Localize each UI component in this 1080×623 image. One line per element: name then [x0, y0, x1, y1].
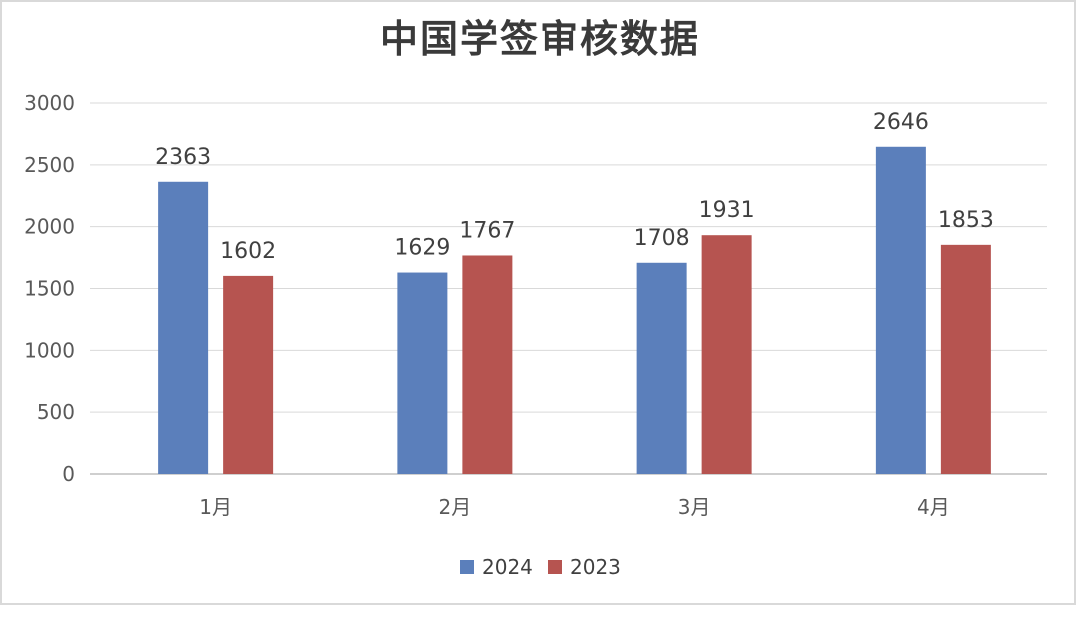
- bar-2024-2: [397, 272, 448, 474]
- bar-2023-1: [223, 275, 274, 474]
- legend-label: 2024: [482, 555, 533, 579]
- legend: 2024 2023: [460, 555, 621, 579]
- data-label: 1853: [938, 208, 994, 233]
- y-tick-label: 1500: [24, 277, 75, 301]
- legend-label: 2023: [570, 555, 621, 579]
- data-label: 2363: [155, 145, 211, 170]
- x-axis: 1月 2月 3月 4月: [199, 495, 949, 519]
- y-tick-label: 1000: [24, 338, 75, 362]
- x-tick-label: 1月: [199, 495, 232, 519]
- data-label: 1602: [220, 239, 276, 264]
- x-tick-label: 2月: [439, 495, 472, 519]
- legend-swatch-2024: [460, 560, 474, 574]
- data-label: 1767: [459, 218, 515, 243]
- data-labels: 2363 1602 1629 1767 1708 1931 2646 1853: [155, 110, 994, 264]
- bar-2023-3: [701, 235, 752, 474]
- y-tick-label: 2500: [24, 153, 75, 177]
- data-label: 1629: [394, 236, 450, 261]
- y-tick-label: 0: [62, 462, 75, 486]
- bar-2023-4: [940, 244, 991, 474]
- bar-2024-3: [636, 262, 687, 474]
- x-tick-label: 3月: [678, 495, 711, 519]
- data-label: 1931: [699, 198, 755, 223]
- legend-swatch-2023: [548, 560, 562, 574]
- y-tick-label: 3000: [24, 91, 75, 115]
- bars: [158, 146, 991, 474]
- y-tick-label: 500: [37, 400, 75, 424]
- chart-title: 中国学签审核数据: [380, 17, 700, 61]
- y-tick-label: 2000: [24, 215, 75, 239]
- x-tick-label: 4月: [917, 495, 950, 519]
- data-label: 1708: [634, 226, 690, 251]
- y-axis: 0 500 1000 1500 2000 2500 3000: [24, 91, 75, 486]
- data-label: 2646: [873, 110, 929, 135]
- bar-2023-2: [462, 255, 513, 474]
- bar-2024-4: [875, 146, 926, 474]
- bar-2024-1: [158, 181, 209, 474]
